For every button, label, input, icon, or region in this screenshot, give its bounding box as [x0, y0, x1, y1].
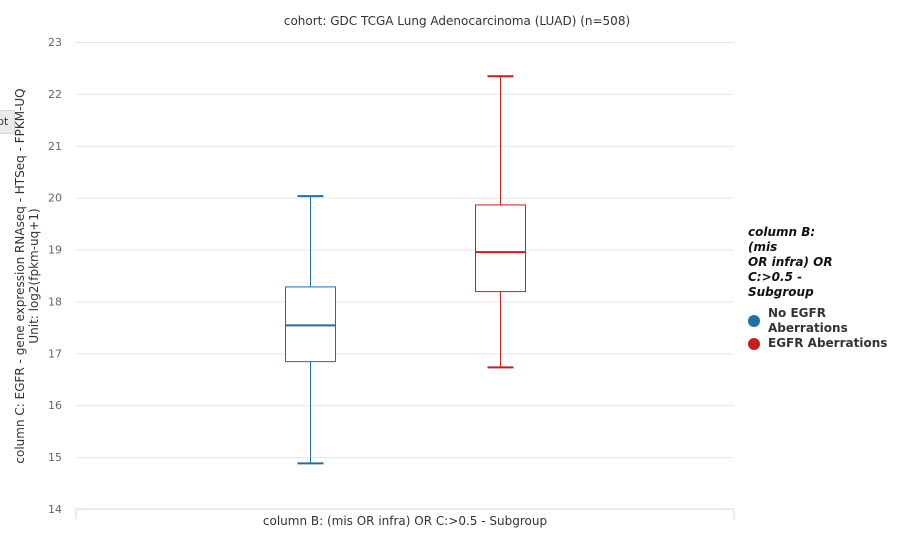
legend: column B: (mis OR infra) OR C:>0.5 - Sub…: [748, 225, 908, 351]
chart-title: cohort: GDC TCGA Lung Adenocarcinoma (LU…: [284, 14, 630, 28]
box-plot-egfr-aberrations: [475, 75, 526, 369]
side-panel-tab[interactable]: pt: [0, 110, 15, 134]
y-tick-label: 23: [48, 36, 62, 49]
y-tick-label: 22: [48, 88, 62, 101]
legend-title-line: Subgroup: [748, 285, 814, 299]
y-tick-label: 17: [48, 347, 62, 360]
legend-title-line: C:>0.5 -: [748, 270, 803, 284]
series-marker-icon: [748, 337, 760, 350]
legend-item-egfr-aberrations[interactable]: EGFR Aberrations: [748, 336, 908, 351]
y-tick-label: 20: [48, 192, 62, 205]
iqr-box: [475, 204, 526, 293]
y-axis-title-line1: column C: EGFR - gene expression RNAseq …: [13, 88, 27, 463]
legend-item-label: No EGFR Aberrations: [768, 306, 848, 335]
legend-item-label: EGFR Aberrations: [768, 336, 888, 350]
y-tick-label: 19: [48, 244, 62, 257]
y-axis-title-line2: Unit: log2(fpkm-uq+1): [27, 208, 41, 343]
y-tick-label: 14: [48, 503, 62, 516]
box-plot-no-egfr-aberrations: [285, 195, 336, 465]
legend-title-line: column B: (mis: [748, 225, 816, 254]
y-tick-label: 16: [48, 399, 62, 412]
series-marker-icon: [748, 315, 760, 327]
box-series: [285, 75, 526, 465]
legend-title-line: OR infra) OR: [748, 255, 833, 269]
grid-lines: [76, 42, 734, 459]
iqr-box: [285, 286, 336, 363]
y-tick-label: 18: [48, 295, 62, 308]
y-tick-label: 21: [48, 140, 62, 153]
y-tick-label: 15: [48, 451, 62, 464]
legend-item-no-egfr-aberrations[interactable]: No EGFR Aberrations: [748, 306, 908, 336]
y-axis-ticks: 14 15 16 17 18 19 20 21 22 23: [48, 36, 62, 516]
legend-title: column B: (mis OR infra) OR C:>0.5 - Sub…: [748, 225, 848, 300]
x-axis-title: column B: (mis OR infra) OR C:>0.5 - Sub…: [263, 514, 547, 528]
